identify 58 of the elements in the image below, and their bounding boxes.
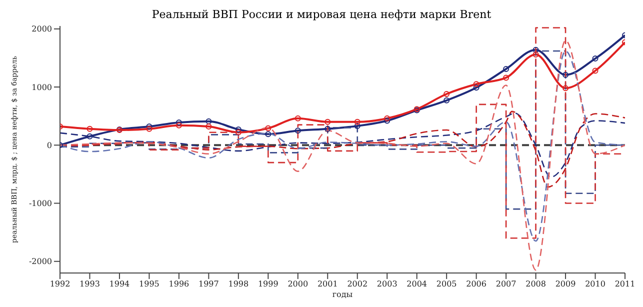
point: [294, 128, 301, 134]
point: [235, 126, 242, 132]
x-tick-label: 2010: [585, 280, 606, 289]
y-tick-label: -1000: [28, 199, 52, 208]
point: [592, 56, 598, 62]
point: [265, 125, 272, 132]
x-tick-label: 1996: [168, 280, 190, 289]
x-tick-label: 1993: [80, 280, 100, 289]
point: [86, 133, 93, 140]
point: [176, 119, 182, 126]
x-tick-label: 1997: [198, 280, 219, 289]
x-axis-title: годы: [332, 290, 354, 299]
point: [532, 51, 539, 58]
x-tick-label: 2007: [496, 280, 516, 289]
point: [354, 122, 360, 129]
y-tick-label: 1000: [32, 82, 52, 92]
x-tick-label: 2004: [406, 280, 428, 289]
point: [86, 126, 93, 132]
point: [473, 84, 480, 91]
x-tick-label: 2005: [436, 280, 457, 289]
point: [176, 122, 182, 128]
point: [503, 74, 510, 81]
point: [503, 66, 510, 72]
chart-title: Реальный ВВП России и мировая цена нефти марки Brent: [150, 8, 492, 22]
point: [324, 126, 331, 132]
point: [235, 129, 242, 136]
y-tick-label: -2000: [28, 257, 52, 266]
x-tick-label: 2000: [288, 280, 308, 289]
x-tick-label: 2008: [526, 280, 546, 289]
x-tick-label: 2001: [317, 280, 338, 289]
x-tick-label: 2011: [614, 280, 636, 289]
point: [444, 97, 450, 104]
point: [206, 124, 212, 130]
point: [473, 81, 480, 88]
point: [444, 91, 450, 97]
x-tick-label: 2006: [466, 280, 486, 289]
point: [294, 115, 301, 122]
y-tick-label: 0: [46, 140, 52, 150]
point: [265, 131, 272, 138]
point: [354, 118, 360, 125]
y-tick-label: 2000: [32, 24, 52, 34]
x-tick-label: 2009: [555, 280, 576, 289]
x-tick-label: 1998: [228, 280, 249, 289]
point: [324, 118, 331, 125]
point: [592, 68, 598, 74]
point: [562, 72, 569, 78]
x-tick-label: 1995: [139, 280, 160, 289]
x-tick-label: 1999: [258, 280, 278, 289]
line-series: [60, 40, 625, 271]
point: [384, 115, 390, 122]
point: [384, 118, 390, 124]
point: [532, 46, 539, 53]
x-tick-label: 1992: [50, 280, 70, 289]
point: [206, 118, 212, 124]
x-tick-label: 2003: [376, 280, 398, 289]
x-tick-label: 1994: [109, 280, 130, 289]
point: [562, 85, 569, 92]
x-tick-label: 2002: [347, 280, 368, 289]
